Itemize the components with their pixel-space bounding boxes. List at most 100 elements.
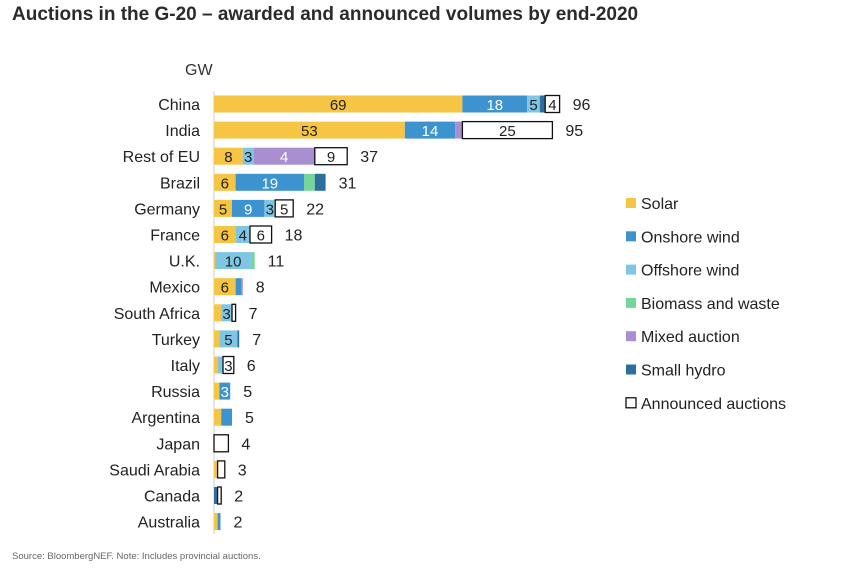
- bar-segment-india-solar: [214, 121, 405, 139]
- total-label-france: 18: [285, 228, 303, 245]
- bar-segment-china-offshore-wind: [527, 95, 540, 113]
- bar-segment-turkey-solar: [214, 330, 220, 348]
- legend-swatch-biomass-and-waste: [626, 297, 636, 308]
- total-label-saudi-arabia: 3: [238, 462, 247, 479]
- total-label-india: 95: [565, 123, 583, 140]
- segment-label-india-onshore-wind: 14: [422, 123, 439, 140]
- bar-segment-saudi-arabia-announced-auctions: [216, 460, 226, 479]
- segment-label-brazil-onshore-wind: 19: [261, 175, 278, 192]
- bar-segment-mexico-onshore-wind: [235, 278, 241, 296]
- category-label-india: India: [165, 123, 200, 140]
- segment-label-france-solar: 6: [221, 228, 229, 245]
- total-label-japan: 4: [241, 436, 250, 453]
- bar-segment-argentina-onshore-wind: [221, 408, 232, 426]
- category-label-germany: Germany: [134, 201, 200, 218]
- segment-label-italy-announced-auctions: 3: [224, 358, 232, 375]
- segment-label-mexico-solar: 6: [221, 280, 229, 297]
- legend-label-biomass-and-waste: Biomass and waste: [641, 296, 780, 313]
- bar-segment-canada-small-hydro: [214, 487, 218, 504]
- segment-label-india-announced-auctions: 25: [499, 123, 516, 140]
- bar-segment-australia-solar: [214, 513, 218, 531]
- bar-segment-germany-solar: [214, 199, 232, 217]
- legend-label-mixed-auction: Mixed auction: [641, 329, 740, 346]
- bar-segment-brazil-biomass-and-waste: [304, 173, 315, 191]
- total-label-argentina: 5: [245, 410, 254, 427]
- bar-segment-mexico-solar: [214, 278, 236, 296]
- category-label-australia: Australia: [138, 515, 200, 532]
- segment-label-south-africa-offshore-wind: 3: [222, 306, 230, 323]
- bar-segment-france-offshore-wind: [235, 226, 250, 243]
- segment-label-china-announced-auctions: 4: [548, 97, 556, 114]
- legend-label-small-hydro: Small hydro: [641, 363, 726, 380]
- bar-segment-rest-of-eu-solar: [214, 147, 243, 165]
- bar-segment-china-announced-auctions: [544, 94, 561, 114]
- bar-segment-france-solar: [214, 226, 236, 243]
- bar-segment-germany-offshore-wind: [264, 199, 276, 217]
- total-label-brazil: 31: [339, 175, 357, 192]
- bar-segment-south-africa-announced-auctions: [231, 303, 237, 322]
- total-label-russia: 5: [243, 384, 252, 401]
- segment-label-germany-solar: 5: [219, 201, 227, 218]
- segment-label-china-solar: 69: [330, 97, 347, 114]
- segment-label-rest-of-eu-offshore-wind: 3: [244, 149, 252, 166]
- segment-label-china-offshore-wind: 5: [529, 97, 537, 114]
- total-label-south-africa: 7: [249, 306, 258, 323]
- legend-swatch-solar: [626, 198, 636, 208]
- bar-segment-brazil-small-hydro: [314, 173, 326, 191]
- segment-label-russia-onshore-wind: 3: [221, 384, 229, 401]
- segment-label-turkey-offshore-wind: 5: [224, 332, 232, 349]
- bar-segment-saudi-arabia-solar: [214, 460, 218, 478]
- total-label-mexico: 8: [256, 280, 265, 297]
- category-label-south-africa: South Africa: [114, 306, 200, 323]
- bar-segment-south-africa-solar: [214, 304, 222, 322]
- bar-segment-u-k-biomass-and-waste: [251, 252, 255, 270]
- category-label-france: France: [150, 228, 200, 245]
- legend-label-solar: Solar: [641, 196, 679, 213]
- legend-label-onshore-wind: Onshore wind: [641, 229, 740, 246]
- category-label-turkey: Turkey: [152, 332, 200, 349]
- bar-segment-china-solar: [214, 95, 463, 113]
- category-label-brazil: Brazil: [160, 175, 200, 192]
- bar-segment-italy-offshore-wind: [217, 356, 223, 374]
- segment-label-germany-offshore-wind: 3: [266, 201, 274, 218]
- segment-label-brazil-solar: 6: [221, 175, 229, 192]
- bar-segment-italy-solar: [214, 356, 218, 374]
- bar-segment-italy-announced-auctions: [222, 355, 235, 375]
- category-label-mexico: Mexico: [149, 280, 200, 297]
- unit-label: GW: [185, 62, 213, 79]
- category-label-canada: Canada: [144, 489, 200, 506]
- segment-label-france-offshore-wind: 4: [239, 228, 247, 245]
- category-label-russia: Russia: [151, 384, 200, 401]
- bar-segment-turkey-small-hydro: [237, 330, 240, 348]
- bar-segment-india-mixed-auction: [455, 121, 463, 139]
- bar-segment-india-announced-auctions: [461, 120, 554, 140]
- segment-label-germany-onshore-wind: 9: [244, 201, 252, 218]
- segment-label-india-solar: 53: [301, 123, 318, 140]
- bar-segment-u-k-solar: [214, 252, 216, 270]
- bar-segment-australia-onshore-wind: [217, 513, 221, 531]
- legend-swatch-small-hydro: [626, 364, 636, 375]
- bar-segment-russia-onshore-wind: [219, 382, 231, 400]
- chart-title: Auctions in the G-20 – awarded and annou…: [12, 4, 639, 25]
- segment-label-rest-of-eu-solar: 8: [224, 149, 232, 166]
- bar-segment-canada-announced-auctions: [216, 486, 222, 505]
- bar-segment-france-announced-auctions: [249, 225, 273, 244]
- bar-segment-argentina-solar: [214, 408, 222, 426]
- category-label-rest-of-eu: Rest of EU: [123, 149, 200, 166]
- bar-segment-mexico-mixed-auction: [241, 278, 243, 296]
- legend-swatch-offshore-wind: [626, 264, 636, 275]
- bar-segment-japan-announced-auctions: [213, 434, 230, 453]
- bar-segment-china-onshore-wind: [462, 95, 528, 113]
- total-label-italy: 6: [247, 358, 256, 375]
- total-label-rest-of-eu: 37: [360, 149, 378, 166]
- total-label-turkey: 7: [252, 332, 261, 349]
- legend-label-offshore-wind: Offshore wind: [641, 263, 739, 280]
- segment-label-rest-of-eu-mixed-auction: 4: [280, 149, 288, 166]
- source-note: Source: BloombergNEF. Note: Includes pro…: [12, 551, 261, 562]
- segment-label-france-announced-auctions: 6: [257, 228, 265, 245]
- bar-segment-germany-onshore-wind: [232, 199, 265, 217]
- segment-label-china-onshore-wind: 18: [486, 97, 503, 114]
- total-label-australia: 2: [233, 515, 242, 532]
- category-label-argentina: Argentina: [132, 410, 201, 427]
